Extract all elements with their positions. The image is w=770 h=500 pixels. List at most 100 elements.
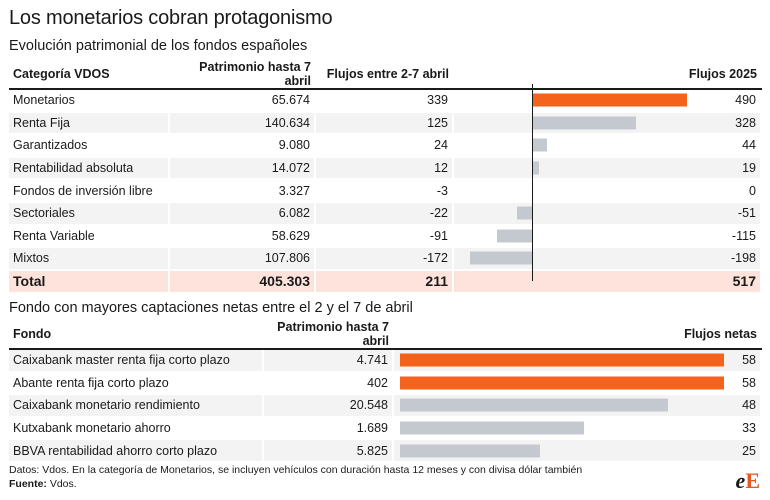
patrimonio-cell: 65.674 xyxy=(169,89,316,113)
flujos-2025-cell: -115 xyxy=(453,224,762,249)
table-row: Rentabilidad absoluta 14.072 12 19 xyxy=(9,156,762,181)
patrimonio-cell: 3.327 xyxy=(169,179,316,203)
flujos-abril-cell: -3 xyxy=(315,179,454,203)
fund-flujos-cell: 58 xyxy=(393,371,762,396)
table1-subtitle: Evolución patrimonial de los fondos espa… xyxy=(9,38,308,54)
fund-flujos-bar xyxy=(400,398,669,412)
table-row: Renta Variable 58.629 -91 -115 xyxy=(9,224,762,249)
flujos-2025-cell: -51 xyxy=(453,201,762,226)
col-header-fund-patrimonio: Patrimonio hasta 7 abril xyxy=(263,320,393,350)
col-header-fund-flujos: Flujos netas xyxy=(393,320,761,350)
flujos-2025-cell: -198 xyxy=(453,247,762,271)
flujos-2025-cell: 0 xyxy=(453,179,762,203)
fund-cell: Abante renta fija corto plazo xyxy=(9,371,264,396)
category-cell: Renta Variable xyxy=(9,224,170,249)
table2-header: Fondo Patrimonio hasta 7 abril Flujos ne… xyxy=(9,320,761,350)
col-header-flujos-2025: Flujos 2025 xyxy=(453,60,761,90)
fund-flujos-value: 48 xyxy=(742,398,756,413)
flujos-2025-cell: 490 xyxy=(453,89,762,113)
fund-flujos-bar xyxy=(400,376,724,390)
table-row: Caixabank master renta fija corto plazo 4… xyxy=(9,349,762,373)
fund-flujos-cell: 58 xyxy=(393,349,762,373)
col-header-patrimonio: Patrimonio hasta 7 abril xyxy=(169,60,315,90)
patrimonio-cell: 140.634 xyxy=(169,111,316,136)
total-patrimonio: 405.303 xyxy=(169,269,316,294)
category-cell: Fondos de inversión libre xyxy=(9,179,170,203)
fund-flujos-cell: 48 xyxy=(393,394,762,418)
total-label: Total xyxy=(9,269,170,294)
source-value: Vdos. xyxy=(49,478,77,490)
flujos-abril-cell: -172 xyxy=(315,247,454,271)
zero-axis-line xyxy=(531,84,533,281)
category-cell: Garantizados xyxy=(9,134,170,158)
fund-flujos-cell: 25 xyxy=(393,439,762,463)
col-header-fund: Fondo xyxy=(9,320,263,350)
flujos-2025-bar xyxy=(532,116,637,130)
patrimonio-cell: 58.629 xyxy=(169,224,316,249)
total-flujos-2025-cell: 517 xyxy=(453,269,762,294)
table-row: Fondos de inversión libre 3.327 -3 0 xyxy=(9,179,762,203)
table-row: Abante renta fija corto plazo 402 58 xyxy=(9,371,762,396)
fund-patrimonio-cell: 402 xyxy=(263,371,394,396)
patrimonio-cell: 9.080 xyxy=(169,134,316,158)
table-row: Sectoriales 6.082 -22 -51 xyxy=(9,201,762,226)
total-flujos-2025-value: 517 xyxy=(732,273,756,290)
flujos-2025-bar xyxy=(470,251,533,265)
logo-part1: e xyxy=(735,468,746,493)
funds-table: Fondo Patrimonio hasta 7 abril Flujos ne… xyxy=(9,320,762,463)
flujos-abril-cell: -22 xyxy=(315,201,454,226)
source-line: Fuente: Vdos. xyxy=(9,478,77,490)
fund-flujos-bar xyxy=(400,353,724,367)
flujos-2025-value: -51 xyxy=(737,206,756,221)
fund-flujos-bar xyxy=(400,421,585,435)
flujos-2025-value: -115 xyxy=(731,228,756,243)
table-row: Mixtos 107.806 -172 -198 xyxy=(9,247,762,271)
table-row: BBVA rentabilidad ahorro corto plazo 5.82… xyxy=(9,439,762,463)
category-cell: Monetarios xyxy=(9,89,170,113)
total-row: Total 405.303 211 517 xyxy=(9,269,762,294)
logo-part2: E xyxy=(745,468,760,493)
fund-patrimonio-cell: 1.689 xyxy=(263,416,394,441)
fund-flujos-value: 33 xyxy=(742,421,756,436)
fund-flujos-bar xyxy=(400,444,540,458)
flujos-2025-bar xyxy=(532,93,688,107)
total-flujos-abril: 211 xyxy=(315,269,454,294)
fund-cell: Kutxabank monetario ahorro xyxy=(9,416,264,441)
flujos-2025-value: 0 xyxy=(749,183,756,198)
table2-subtitle: Fondo con mayores captaciones netas entr… xyxy=(9,300,413,316)
flujos-2025-cell: 328 xyxy=(453,111,762,136)
flujos-2025-value: 490 xyxy=(735,93,756,108)
flujos-2025-bar xyxy=(496,229,533,243)
flujos-2025-bar xyxy=(532,161,539,175)
table-row: Caixabank monetario rendimiento 20.548 48 xyxy=(9,394,762,418)
source-label: Fuente: xyxy=(9,478,47,490)
flujos-2025-value: 328 xyxy=(735,115,756,130)
table-row: Kutxabank monetario ahorro 1.689 33 xyxy=(9,416,762,441)
table-row: Renta Fija 140.634 125 328 xyxy=(9,111,762,136)
category-cell: Mixtos xyxy=(9,247,170,271)
flujos-abril-cell: 339 xyxy=(315,89,454,113)
categories-table: Categoría VDOS Patrimonio hasta 7 abril … xyxy=(9,60,762,294)
flujos-abril-cell: 125 xyxy=(315,111,454,136)
flujos-2025-value: -198 xyxy=(730,251,756,266)
table-row: Monetarios 65.674 339 490 xyxy=(9,89,762,113)
patrimonio-cell: 14.072 xyxy=(169,156,316,181)
fund-patrimonio-cell: 20.548 xyxy=(263,394,394,418)
flujos-2025-bar xyxy=(516,206,533,220)
flujos-abril-cell: -91 xyxy=(315,224,454,249)
patrimonio-cell: 6.082 xyxy=(169,201,316,226)
fund-patrimonio-cell: 4.741 xyxy=(263,349,394,373)
col-header-flujos-abril: Flujos entre 2-7 abril xyxy=(315,60,453,90)
table1-header: Categoría VDOS Patrimonio hasta 7 abril … xyxy=(9,60,761,90)
footnote: Datos: Vdos. En la categoría de Monetari… xyxy=(9,464,583,476)
fund-patrimonio-cell: 5.825 xyxy=(263,439,394,463)
table-row: Garantizados 9.080 24 44 xyxy=(9,134,762,158)
flujos-abril-cell: 12 xyxy=(315,156,454,181)
category-cell: Sectoriales xyxy=(9,201,170,226)
category-cell: Rentabilidad absoluta xyxy=(9,156,170,181)
fund-cell: Caixabank master renta fija corto plazo xyxy=(9,349,264,373)
flujos-2025-value: 44 xyxy=(742,138,756,153)
col-header-category: Categoría VDOS xyxy=(9,60,169,90)
flujos-abril-cell: 24 xyxy=(315,134,454,158)
fund-cell: Caixabank monetario rendimiento xyxy=(9,394,264,418)
